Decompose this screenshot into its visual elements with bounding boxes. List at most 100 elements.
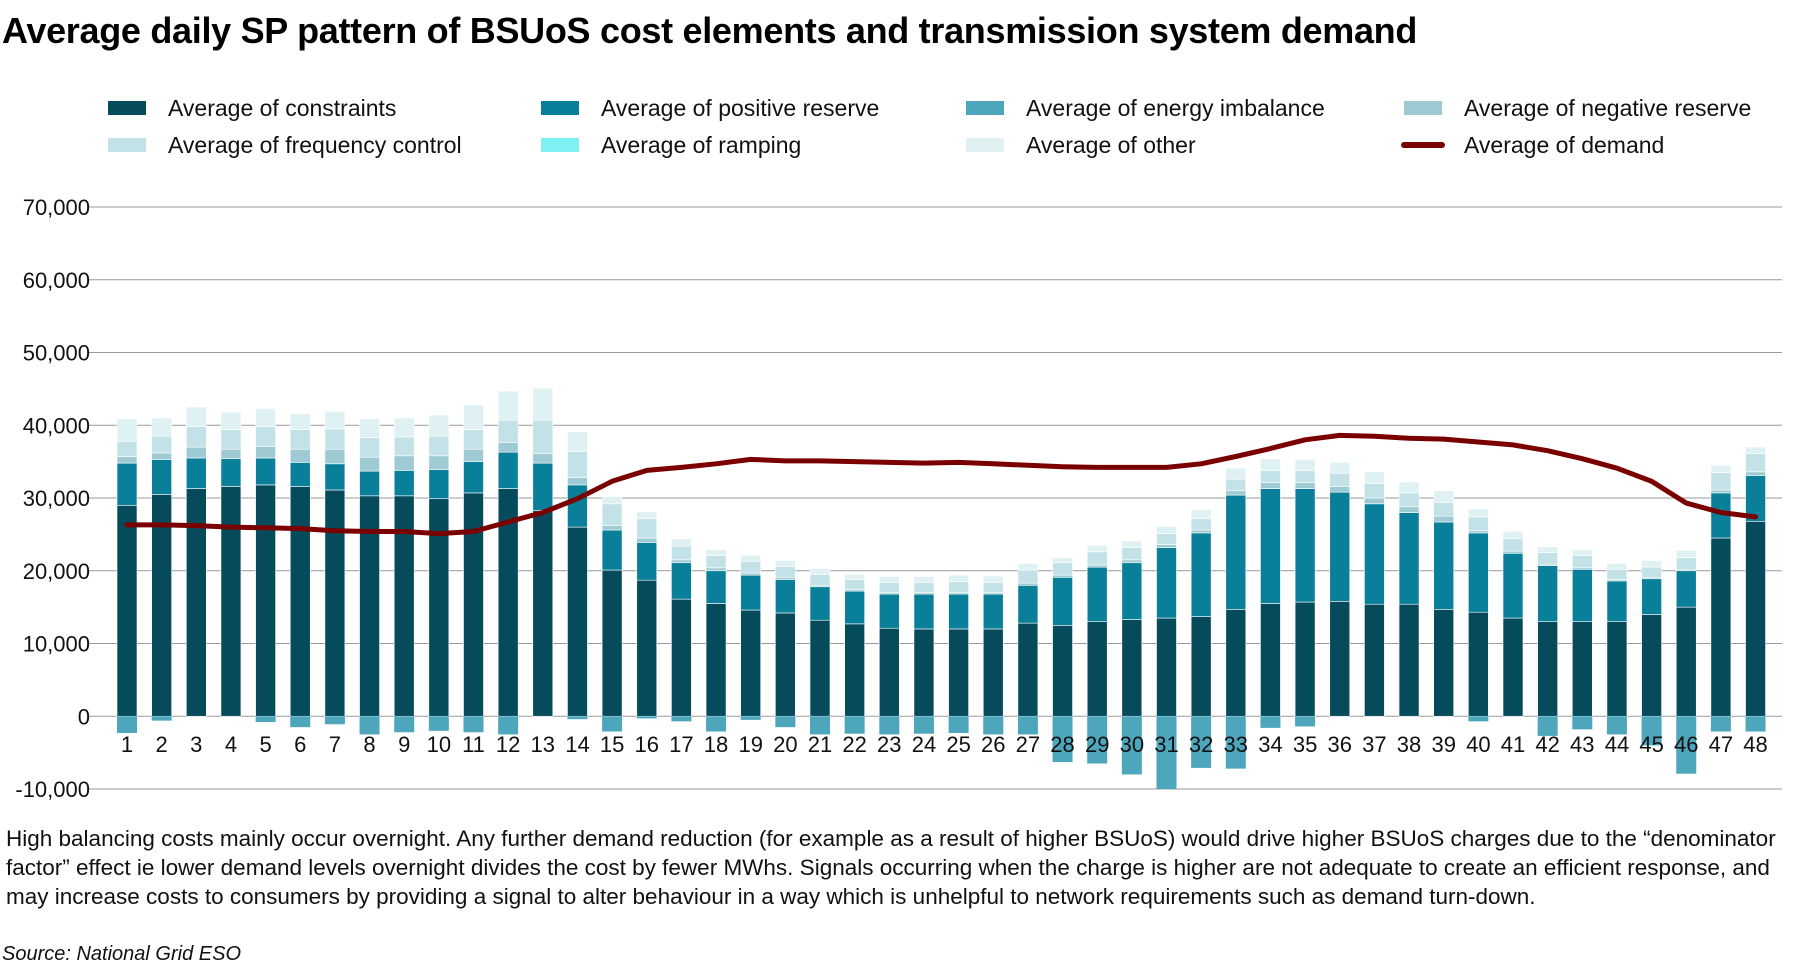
bar-segment bbox=[324, 463, 346, 491]
x-tick-label: 47 bbox=[1709, 732, 1733, 757]
x-tick-label: 26 bbox=[981, 732, 1005, 757]
x-tick-label: 29 bbox=[1085, 732, 1109, 757]
x-tick-label: 8 bbox=[363, 732, 375, 757]
bar-segment bbox=[463, 448, 484, 462]
x-tick-label: 2 bbox=[156, 732, 168, 757]
bar-segment bbox=[1225, 478, 1247, 492]
bar-segment bbox=[151, 452, 172, 460]
bar-segment bbox=[1606, 563, 1628, 570]
bar-segment bbox=[463, 461, 484, 494]
bar-segment bbox=[324, 411, 346, 430]
bar-segment bbox=[567, 451, 588, 478]
bar-segment bbox=[740, 555, 762, 562]
x-tick-label: 30 bbox=[1120, 732, 1144, 757]
bar-segment-negative bbox=[948, 716, 969, 733]
bar-segment bbox=[1190, 532, 1212, 617]
bar-segment bbox=[1017, 622, 1039, 717]
x-tick-label: 38 bbox=[1397, 732, 1421, 757]
bar-segment bbox=[1537, 621, 1558, 717]
bar-segment bbox=[497, 451, 519, 489]
bar-group bbox=[705, 549, 727, 732]
bar-segment bbox=[1294, 488, 1316, 603]
bar-segment bbox=[1017, 563, 1039, 571]
bar-segment bbox=[1364, 603, 1385, 717]
bar-segment bbox=[1468, 530, 1489, 534]
bar-group bbox=[220, 411, 242, 717]
bar-segment bbox=[1017, 569, 1039, 584]
y-tick-label: 0 bbox=[78, 704, 90, 729]
bar-segment bbox=[393, 417, 415, 438]
bar-group bbox=[913, 576, 935, 734]
bar-segment bbox=[393, 436, 415, 457]
bar-segment bbox=[1710, 472, 1732, 491]
bar-segment bbox=[671, 562, 692, 600]
bar-segment bbox=[1398, 481, 1420, 494]
bar-segment bbox=[1398, 512, 1420, 605]
bar-segment bbox=[982, 628, 1004, 717]
bar-group bbox=[151, 417, 172, 721]
bar-segment bbox=[601, 529, 623, 571]
legend-label: Average of energy imbalance bbox=[1026, 95, 1325, 121]
bar-segment bbox=[463, 429, 484, 450]
bar-segment-negative bbox=[913, 716, 934, 734]
bar-group bbox=[1537, 546, 1558, 736]
bar-segment bbox=[1364, 503, 1385, 605]
bar-segment bbox=[1121, 619, 1143, 717]
legend-label: Average of positive reserve bbox=[601, 95, 879, 121]
bar-segment bbox=[844, 623, 865, 717]
bar-segment bbox=[1468, 611, 1489, 717]
bar-segment bbox=[948, 593, 969, 630]
x-tick-label: 36 bbox=[1328, 732, 1352, 757]
bar-group bbox=[1294, 459, 1316, 727]
bar-segment bbox=[393, 470, 415, 497]
x-tick-label: 6 bbox=[294, 732, 306, 757]
bar-group bbox=[1641, 560, 1662, 746]
bar-segment bbox=[636, 579, 658, 717]
bar-segment bbox=[913, 593, 935, 630]
bar-group bbox=[844, 574, 865, 734]
bar-segment bbox=[116, 456, 138, 464]
x-tick-label: 14 bbox=[565, 732, 589, 757]
bar-segment bbox=[1294, 482, 1316, 489]
bar-segment bbox=[1086, 544, 1108, 553]
bar-segment bbox=[1537, 546, 1558, 553]
bar-group bbox=[1260, 458, 1281, 728]
bar-segment bbox=[671, 538, 692, 547]
bar-group bbox=[289, 413, 311, 728]
y-tick-label: 30,000 bbox=[23, 486, 90, 511]
bar-segment bbox=[1398, 492, 1420, 508]
bar-segment bbox=[289, 413, 311, 430]
bar-segment-negative bbox=[428, 716, 449, 731]
bar-segment bbox=[1433, 490, 1454, 503]
bar-segment bbox=[601, 496, 623, 505]
bar-segment bbox=[809, 568, 831, 575]
bar-segment bbox=[1502, 617, 1524, 717]
bar-segment bbox=[878, 627, 900, 717]
bar-group bbox=[1433, 490, 1454, 717]
x-tick-label: 31 bbox=[1154, 732, 1178, 757]
bar-segment bbox=[1710, 537, 1732, 717]
bar-segment-negative bbox=[1676, 716, 1697, 774]
bar-segment-negative bbox=[706, 716, 727, 732]
bar-segment bbox=[186, 406, 207, 428]
bar-segment bbox=[1225, 467, 1247, 480]
bar-segment bbox=[1052, 625, 1073, 717]
bar-segment bbox=[255, 426, 276, 447]
bar-segment bbox=[878, 576, 900, 583]
bar-segment bbox=[116, 504, 138, 717]
legend-swatch bbox=[966, 101, 1004, 115]
x-tick-label: 42 bbox=[1535, 732, 1559, 757]
bar-segment bbox=[1537, 552, 1558, 565]
bar-segment bbox=[1502, 550, 1524, 554]
legend-label: Average of ramping bbox=[601, 132, 801, 158]
bar-group bbox=[982, 575, 1004, 735]
bar-segment bbox=[740, 560, 762, 574]
bar-group bbox=[463, 404, 484, 733]
bar-segment bbox=[116, 462, 138, 506]
bar-group bbox=[567, 431, 588, 720]
bar-segment bbox=[1606, 568, 1628, 580]
bar-segment bbox=[913, 628, 935, 717]
bar-segment bbox=[636, 537, 658, 543]
bar-segment bbox=[1641, 578, 1662, 615]
bar-segment bbox=[532, 462, 554, 511]
